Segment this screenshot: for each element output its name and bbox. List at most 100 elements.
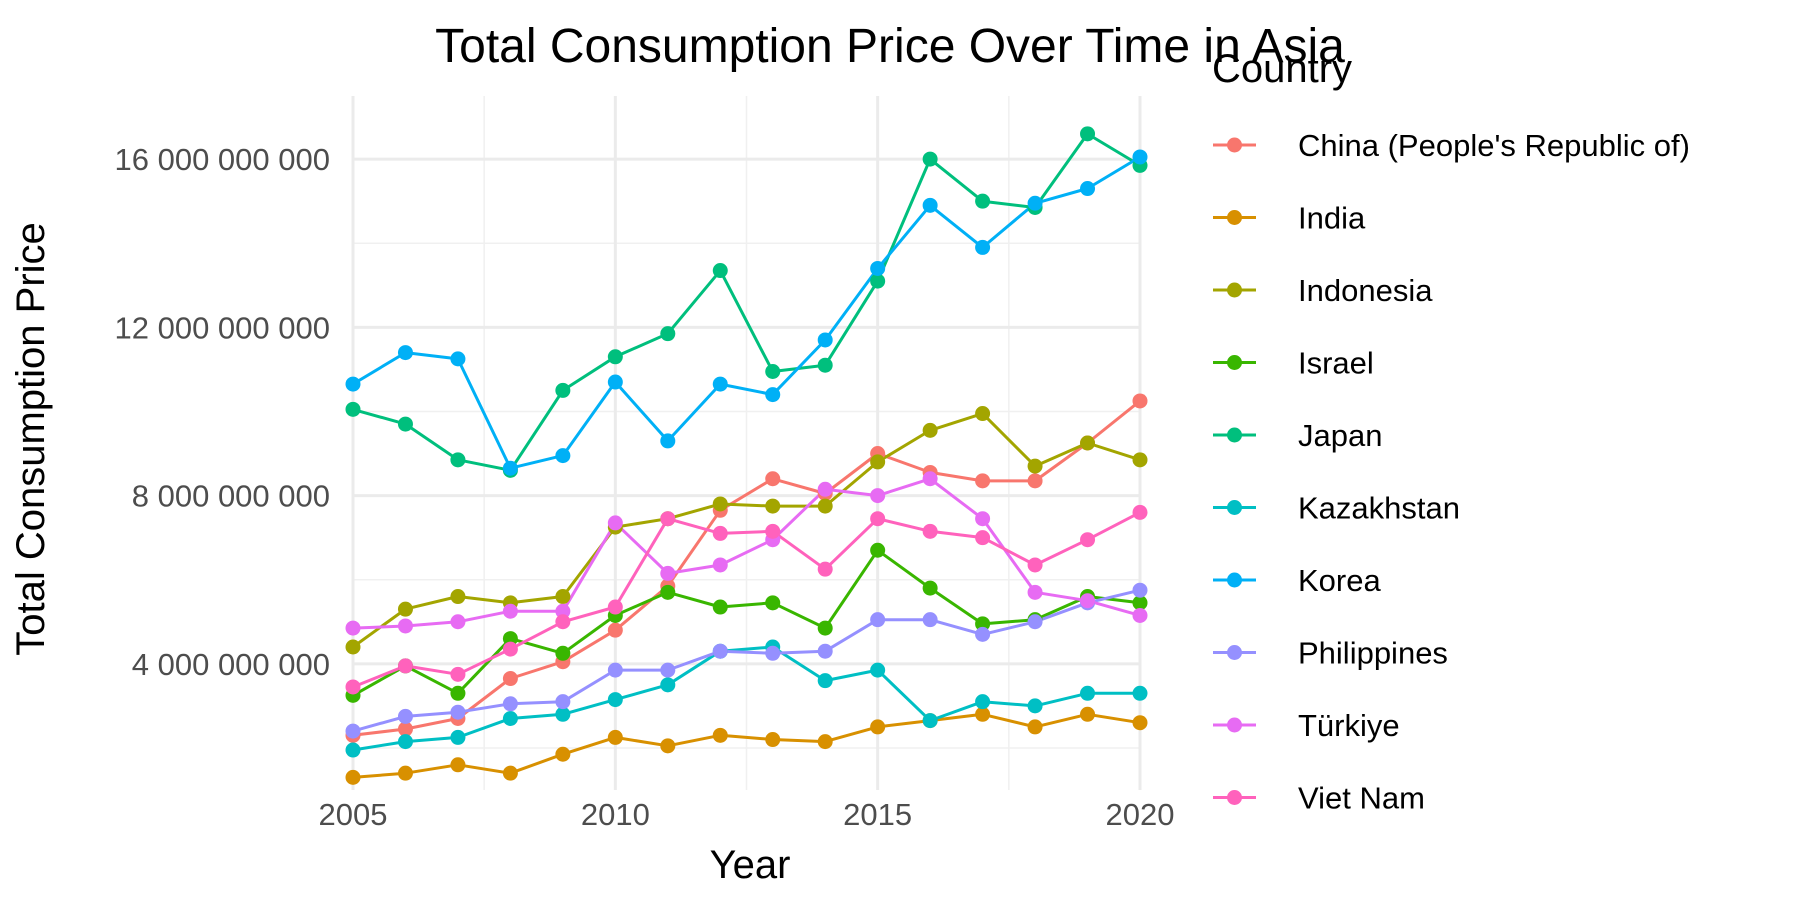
data-point[interactable] [450, 666, 466, 682]
data-point[interactable] [1132, 149, 1148, 165]
data-point[interactable] [345, 742, 361, 758]
data-point[interactable] [607, 374, 623, 390]
data-point[interactable] [817, 643, 833, 659]
data-point[interactable] [345, 679, 361, 695]
data-point[interactable] [397, 618, 413, 634]
data-point[interactable] [975, 473, 991, 489]
data-point[interactable] [1080, 706, 1096, 722]
data-point[interactable] [607, 622, 623, 638]
data-point[interactable] [975, 406, 991, 422]
series-line[interactable] [352, 155, 1141, 470]
data-point[interactable] [397, 345, 413, 361]
data-point[interactable] [555, 706, 571, 722]
data-point[interactable] [712, 727, 728, 743]
data-point[interactable] [1027, 458, 1043, 474]
data-point[interactable] [345, 620, 361, 636]
data-point[interactable] [1027, 584, 1043, 600]
data-point[interactable] [1027, 614, 1043, 630]
data-point[interactable] [1132, 595, 1148, 611]
data-point[interactable] [660, 511, 676, 527]
data-point[interactable] [555, 448, 571, 464]
data-point[interactable] [1080, 532, 1096, 548]
data-point[interactable] [397, 658, 413, 674]
data-point[interactable] [922, 612, 938, 628]
data-point[interactable] [555, 746, 571, 762]
data-point[interactable] [450, 589, 466, 605]
data-point[interactable] [975, 616, 991, 632]
data-point[interactable] [502, 696, 518, 712]
data-point[interactable] [607, 662, 623, 678]
data-point[interactable] [607, 692, 623, 708]
data-point[interactable] [555, 645, 571, 661]
data-point[interactable] [660, 433, 676, 449]
data-point[interactable] [1027, 698, 1043, 714]
data-point[interactable] [660, 326, 676, 342]
data-point[interactable] [870, 488, 886, 504]
data-point[interactable] [765, 471, 781, 487]
data-point[interactable] [712, 557, 728, 573]
data-point[interactable] [1027, 719, 1043, 735]
data-point[interactable] [765, 645, 781, 661]
data-point[interactable] [397, 765, 413, 781]
data-point[interactable] [712, 599, 728, 615]
data-point[interactable] [817, 734, 833, 750]
data-point[interactable] [502, 710, 518, 726]
series-line[interactable] [352, 477, 1141, 630]
data-point[interactable] [502, 460, 518, 476]
series-line[interactable] [352, 412, 1141, 649]
data-point[interactable] [870, 662, 886, 678]
data-point[interactable] [502, 641, 518, 657]
series-line[interactable] [352, 588, 1141, 733]
data-point[interactable] [922, 151, 938, 167]
data-point[interactable] [922, 713, 938, 729]
data-point[interactable] [712, 496, 728, 512]
data-point[interactable] [1027, 195, 1043, 211]
data-point[interactable] [555, 589, 571, 605]
data-point[interactable] [660, 565, 676, 581]
data-point[interactable] [450, 452, 466, 468]
data-point[interactable] [660, 738, 676, 754]
data-point[interactable] [870, 612, 886, 628]
data-point[interactable] [555, 614, 571, 630]
data-point[interactable] [712, 643, 728, 659]
data-point[interactable] [607, 729, 623, 745]
data-point[interactable] [817, 561, 833, 577]
data-point[interactable] [1132, 393, 1148, 409]
data-point[interactable] [502, 603, 518, 619]
data-point[interactable] [660, 677, 676, 693]
data-point[interactable] [502, 671, 518, 687]
series-line[interactable] [352, 712, 1141, 779]
data-point[interactable] [975, 626, 991, 642]
data-point[interactable] [555, 694, 571, 710]
data-point[interactable] [922, 197, 938, 213]
data-point[interactable] [975, 511, 991, 527]
data-point[interactable] [712, 376, 728, 392]
data-point[interactable] [870, 260, 886, 276]
data-point[interactable] [345, 723, 361, 739]
data-point[interactable] [345, 769, 361, 785]
data-point[interactable] [922, 471, 938, 487]
data-point[interactable] [397, 416, 413, 432]
data-point[interactable] [817, 620, 833, 636]
series-line[interactable] [352, 548, 1141, 697]
data-point[interactable] [765, 732, 781, 748]
data-point[interactable] [660, 662, 676, 678]
data-point[interactable] [870, 719, 886, 735]
series-line[interactable] [352, 132, 1141, 472]
data-point[interactable] [397, 734, 413, 750]
data-point[interactable] [345, 376, 361, 392]
data-point[interactable] [502, 631, 518, 647]
data-point[interactable] [450, 757, 466, 773]
data-point[interactable] [555, 603, 571, 619]
data-point[interactable] [1027, 473, 1043, 489]
data-point[interactable] [922, 422, 938, 438]
data-point[interactable] [450, 351, 466, 367]
data-point[interactable] [450, 704, 466, 720]
data-point[interactable] [1080, 181, 1096, 197]
data-point[interactable] [1132, 685, 1148, 701]
data-point[interactable] [1027, 557, 1043, 573]
data-point[interactable] [345, 639, 361, 655]
data-point[interactable] [817, 498, 833, 514]
data-point[interactable] [817, 357, 833, 373]
data-point[interactable] [1080, 435, 1096, 451]
